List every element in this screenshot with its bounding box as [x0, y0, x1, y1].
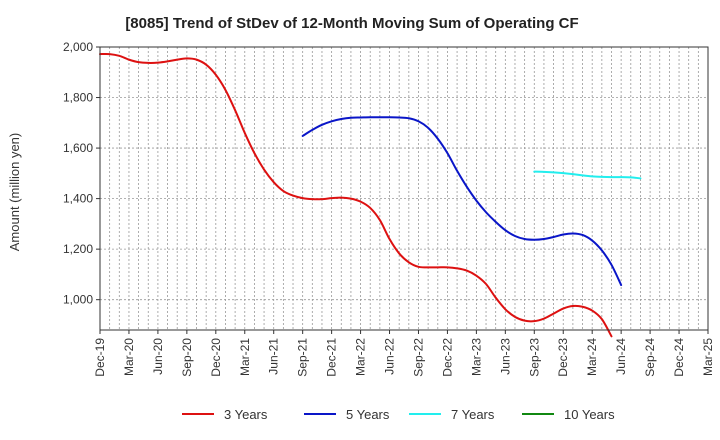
- plot-frame: [99, 46, 709, 331]
- x-tick-label: Dec-22: [440, 338, 454, 377]
- legend-label-7-years: 7 Years: [451, 407, 495, 422]
- x-tick-label: Mar-23: [469, 338, 483, 376]
- y-axis-label: Amount (million yen): [7, 133, 22, 252]
- x-tick-label: Jun-22: [383, 338, 397, 375]
- x-tick-label: Dec-23: [556, 338, 570, 377]
- y-tick-label: 1,400: [63, 192, 93, 206]
- x-tick-label: Jun-24: [614, 338, 628, 375]
- x-tick-label: Jun-23: [498, 338, 512, 375]
- series-line-3-years: [99, 52, 613, 338]
- grid: [100, 46, 708, 330]
- y-tick-label: 1,000: [63, 293, 93, 307]
- x-tick-label: Mar-22: [354, 338, 368, 376]
- x-tick-label: Sep-22: [411, 338, 425, 377]
- legend: 3 Years 5 Years 7 Years 10 Years: [182, 407, 615, 422]
- y-axis-ticks: 1,000 1,200 1,400 1,600 1,800 2,000: [63, 40, 100, 307]
- series-line-5-years: [301, 116, 623, 287]
- series-lines: [99, 52, 642, 338]
- x-tick-label: Sep-24: [643, 338, 657, 377]
- y-tick-label: 1,600: [63, 141, 93, 155]
- y-tick-label: 1,800: [63, 91, 93, 105]
- chart-title: [8085] Trend of StDev of 12-Month Moving…: [125, 15, 578, 32]
- x-tick-label: Sep-20: [180, 338, 194, 377]
- x-tick-label: Dec-20: [209, 338, 223, 377]
- x-tick-label: Sep-21: [296, 338, 310, 377]
- x-tick-label: Mar-24: [585, 338, 599, 376]
- legend-label-10-years: 10 Years: [564, 407, 615, 422]
- x-tick-label: Mar-20: [122, 338, 136, 376]
- x-tick-label: Dec-24: [672, 338, 686, 377]
- x-tick-label: Dec-21: [325, 338, 339, 377]
- x-tick-label: Jun-20: [151, 338, 165, 375]
- x-tick-label: Dec-19: [93, 338, 107, 377]
- x-tick-label: Jun-21: [267, 338, 281, 375]
- x-tick-label: Sep-23: [527, 338, 541, 377]
- x-axis-ticks: Dec-19 Mar-20 Jun-20 Sep-20 Dec-20 Mar-21 Jun-…: [93, 330, 715, 377]
- legend-label-5-years: 5 Years: [346, 407, 390, 422]
- x-tick-label: Mar-21: [238, 338, 252, 376]
- y-tick-label: 2,000: [63, 40, 93, 54]
- legend-label-3-years: 3 Years: [224, 407, 268, 422]
- x-tick-label: Mar-25: [701, 338, 715, 376]
- y-tick-label: 1,200: [63, 242, 93, 256]
- series-line-7-years: [533, 170, 642, 180]
